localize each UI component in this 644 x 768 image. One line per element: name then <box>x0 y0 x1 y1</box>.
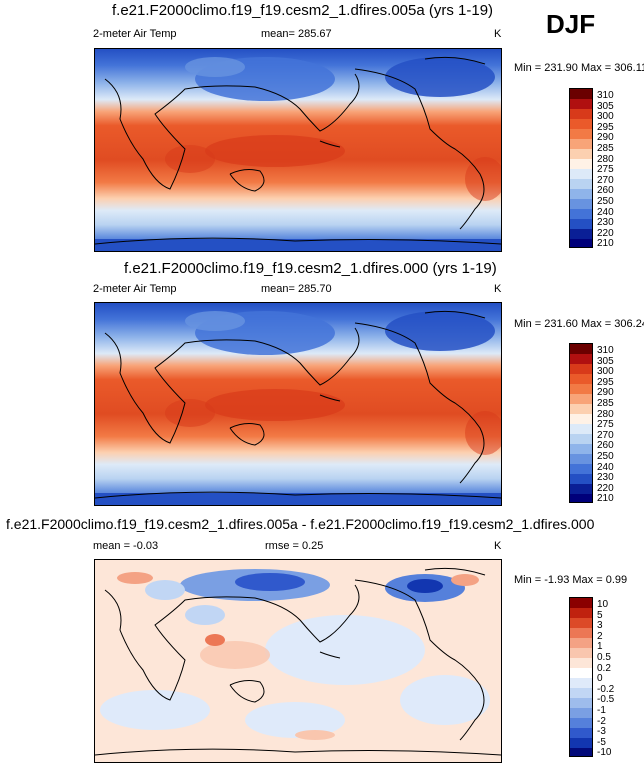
colorbar-tick-label: 305 <box>597 355 614 367</box>
colorbar-tick-label: 275 <box>597 419 614 431</box>
panel1-variable: 2-meter Air Temp <box>93 28 177 40</box>
panel1-map <box>94 48 502 252</box>
colorbar-tick-label: 295 <box>597 376 614 388</box>
colorbar-tick-label: -3 <box>597 726 606 738</box>
colorbar-tick-label: 230 <box>597 472 614 484</box>
colorbar-tick-label: 260 <box>597 440 614 452</box>
colorbar-tick-label: 280 <box>597 153 614 165</box>
colorbar-tick-label: 1 <box>597 641 603 653</box>
colorbar-tick-label: 0 <box>597 673 603 685</box>
panel2-map <box>94 302 502 506</box>
colorbar-tick-label: 310 <box>597 345 614 356</box>
season-label: DJF <box>546 9 596 39</box>
colorbar-tick-label: 220 <box>597 482 614 494</box>
panel3-colorbar-labels: 10 5 3 2 1 0.5 0.2 0 -0.2 -0.5 -1 -2 -3 … <box>597 599 615 759</box>
panel2-title: f.e21.F2000climo.f19_f19.cesm2_1.dfires.… <box>124 260 497 277</box>
panel2-units: K <box>494 283 502 295</box>
panel3-mean: mean = -0.03 <box>93 540 159 552</box>
colorbar-tick-label: -1 <box>597 704 606 716</box>
colorbar-tick-label: 0.2 <box>597 662 611 674</box>
panel1-colorbar <box>569 88 593 248</box>
panel3-title: f.e21.F2000climo.f19_f19.cesm2_1.dfires.… <box>6 516 595 532</box>
colorbar-tick-label: 260 <box>597 185 614 197</box>
colorbar-tick-label: 290 <box>597 132 614 144</box>
colorbar-tick-label: 290 <box>597 387 614 399</box>
panel3-map <box>94 559 502 763</box>
panel3-minmax: Min = -1.93 Max = 0.99 <box>514 574 628 586</box>
colorbar-tick-label: 2 <box>597 630 603 642</box>
colorbar-tick-label: 250 <box>597 450 614 462</box>
panel1-colorbar-labels: 310 305 300 295 290 285 280 275 270 260 … <box>597 90 614 250</box>
panel2-minmax: Min = 231.60 Max = 306.24 <box>514 318 644 330</box>
colorbar-tick-label: 210 <box>597 493 614 505</box>
colorbar-tick-label: 285 <box>597 397 614 409</box>
colorbar-tick-label: 300 <box>597 366 614 378</box>
colorbar-tick-label: -0.2 <box>597 683 615 695</box>
colorbar-tick-label: 230 <box>597 217 614 229</box>
colorbar-tick-label: -5 <box>597 736 606 748</box>
colorbar-tick-label: 210 <box>597 238 614 250</box>
colorbar-tick-label: 285 <box>597 142 614 154</box>
panel1-title: f.e21.F2000climo.f19_f19.cesm2_1.dfires.… <box>112 2 494 19</box>
colorbar-tick-label: 275 <box>597 164 614 176</box>
colorbar-tick-label: 220 <box>597 227 614 239</box>
colorbar-tick-label: -10 <box>597 747 612 759</box>
panel3-units: K <box>494 540 502 552</box>
colorbar-tick-label: 310 <box>597 90 614 101</box>
panel3-colorbar <box>569 597 593 757</box>
colorbar-tick-label: 5 <box>597 609 603 621</box>
colorbar-tick-label: 270 <box>597 174 614 186</box>
colorbar-tick-label: 305 <box>597 100 614 112</box>
colorbar-tick-label: -0.5 <box>597 694 615 706</box>
panel1-mean: mean= 285.67 <box>261 28 332 40</box>
colorbar-tick-label: 300 <box>597 111 614 123</box>
panel3-rmse: rmse = 0.25 <box>265 540 324 552</box>
colorbar-tick-label: 240 <box>597 461 614 473</box>
colorbar-tick-label: 280 <box>597 408 614 420</box>
panel1-units: K <box>494 28 502 40</box>
colorbar-tick-label: 270 <box>597 429 614 441</box>
colorbar-tick-label: 3 <box>597 620 603 632</box>
colorbar-tick-label: 0.5 <box>597 651 611 663</box>
panel2-variable: 2-meter Air Temp <box>93 283 177 295</box>
colorbar-tick-label: 240 <box>597 206 614 218</box>
panel2-colorbar <box>569 343 593 503</box>
colorbar-tick-label: 10 <box>597 599 609 610</box>
panel1-minmax: Min = 231.90 Max = 306.11 <box>514 62 644 74</box>
panel2-mean: mean= 285.70 <box>261 283 332 295</box>
colorbar-tick-label: 250 <box>597 195 614 207</box>
colorbar-tick-label: 295 <box>597 121 614 133</box>
panel2-colorbar-labels: 310 305 300 295 290 285 280 275 270 260 … <box>597 345 614 505</box>
colorbar-tick-label: -2 <box>597 715 606 727</box>
